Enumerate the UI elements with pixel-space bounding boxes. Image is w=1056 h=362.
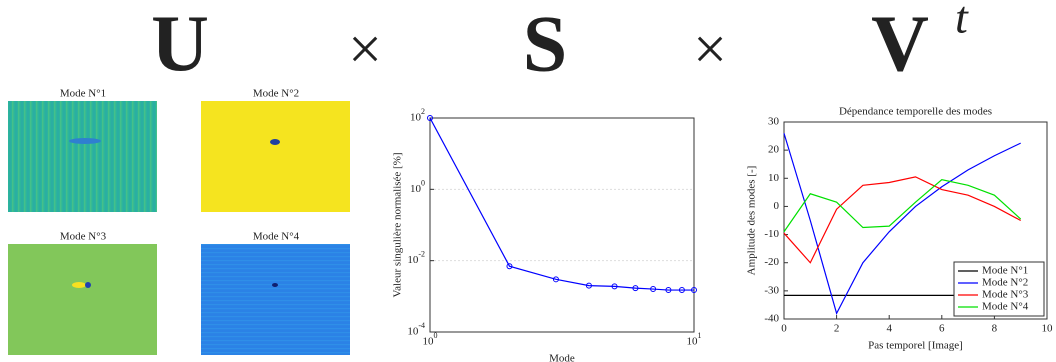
mode-spot: [69, 138, 101, 144]
mode-title: Mode N°3: [60, 231, 107, 243]
mode-image: [8, 101, 157, 212]
x-axis-label: Pas temporel [Image]: [868, 340, 963, 352]
equation-term: V: [871, 0, 929, 88]
equation-term: U: [151, 0, 209, 88]
y-axis-label: Valeur singulière normalisée [%]: [392, 152, 404, 297]
y-tick-label: -40: [764, 313, 779, 325]
chart-title: Dépendance temporelle des modes: [839, 106, 992, 118]
mode-spot: [270, 139, 280, 145]
y-tick-label: 100: [410, 178, 425, 195]
series-line: [783, 179, 1022, 233]
y-tick-label: 10-2: [407, 249, 425, 266]
series-line: [783, 133, 1021, 315]
y-tick-label: 10: [768, 172, 780, 184]
mode-title: Mode N°1: [60, 88, 106, 100]
y-tick-label: 20: [768, 144, 780, 156]
x-tick-label: 4: [886, 323, 892, 335]
y-tick-label: 30: [768, 116, 780, 128]
data-point: [650, 286, 657, 293]
legend-label: Mode N°4: [982, 301, 1029, 313]
mode-image: [201, 244, 350, 355]
plot-area: [430, 118, 694, 332]
x-tick-label: 8: [992, 323, 998, 335]
data-point: [552, 276, 559, 283]
mode-spot: [72, 282, 86, 288]
data-point: [665, 287, 672, 294]
x-tick-label: 10: [1042, 323, 1054, 335]
mode-spot: [272, 283, 278, 287]
mode-image: [8, 244, 157, 355]
legend-label: Mode N°3: [982, 289, 1029, 301]
equation-operator: ×: [693, 16, 727, 82]
y-tick-label: -10: [764, 228, 779, 240]
equation-superscript: t: [955, 0, 969, 43]
y-tick-label: 0: [774, 200, 780, 212]
data-point: [427, 115, 433, 121]
y-tick-label: -30: [764, 284, 779, 296]
x-tick-label: 0: [781, 323, 787, 335]
x-tick-label: 6: [939, 323, 945, 335]
mode-title: Mode N°2: [253, 88, 299, 100]
mode-images: Mode N°1 Mode N°2 Mode N°3 Mode N°4: [8, 88, 350, 355]
y-axis-label: Amplitude des modes [-]: [746, 166, 758, 276]
plot-frame: [429, 117, 695, 333]
x-tick-label: 2: [834, 323, 840, 335]
equation-term: S: [523, 0, 568, 88]
data-point: [611, 283, 618, 290]
series-line: [429, 117, 694, 291]
legend-label: Mode N°1: [982, 265, 1028, 277]
equation-operator: ×: [348, 16, 382, 82]
x-tick-label: 101: [687, 331, 702, 348]
data-point: [691, 287, 697, 294]
mode-title: Mode N°4: [253, 231, 300, 243]
x-axis-label: Mode: [549, 353, 575, 362]
y-tick-label: -20: [764, 256, 779, 268]
mode-spot: [85, 282, 91, 288]
mode-image: [201, 101, 350, 212]
data-point: [506, 263, 513, 270]
data-point: [632, 285, 639, 292]
legend-label: Mode N°2: [982, 277, 1028, 289]
y-tick-label: 102: [410, 107, 425, 124]
plot-frame: [783, 121, 1048, 320]
x-tick-label: 100: [423, 331, 438, 348]
data-point: [585, 282, 592, 289]
data-point: [678, 287, 685, 294]
series-line: [783, 176, 1021, 264]
